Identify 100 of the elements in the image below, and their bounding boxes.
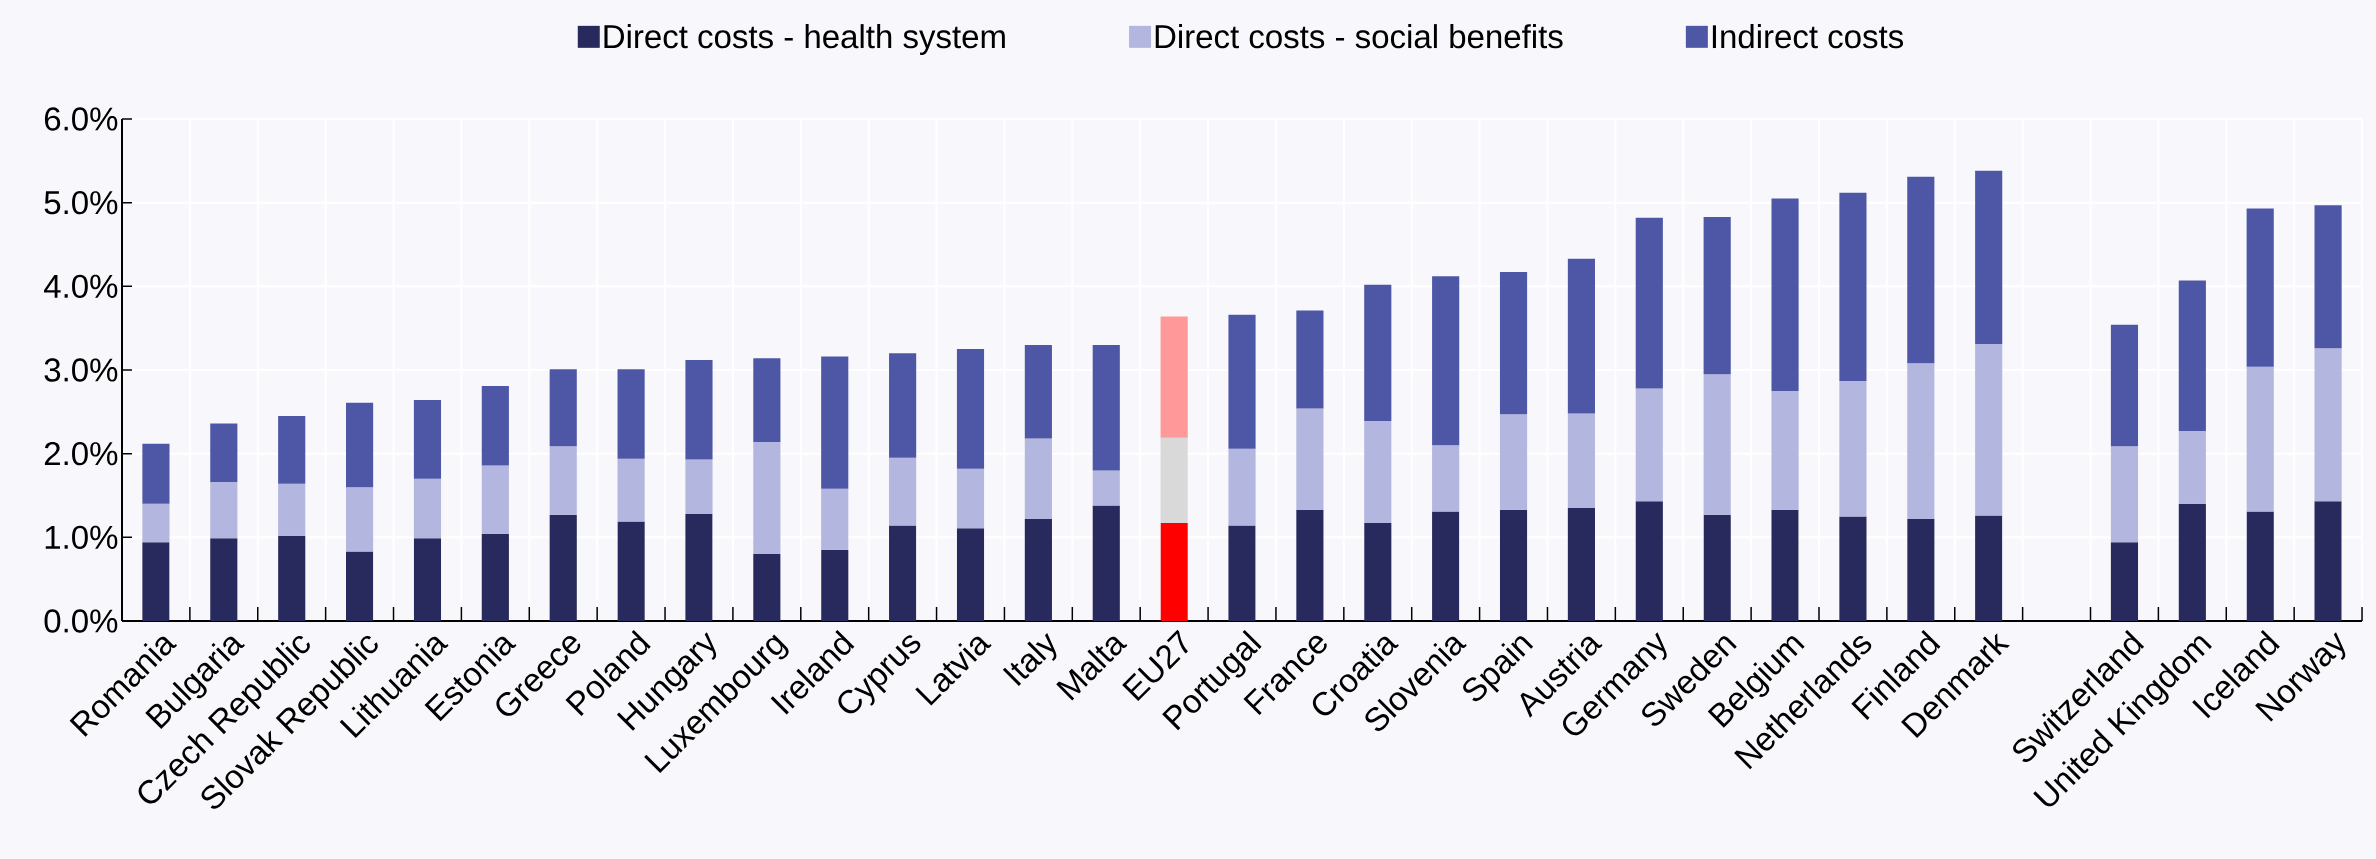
bar: [1296, 509, 1324, 621]
bar: [821, 488, 849, 550]
bar: [1024, 344, 1052, 439]
bar: [278, 483, 306, 536]
bar: [481, 385, 509, 466]
bar: [685, 359, 713, 460]
bar: [685, 513, 713, 621]
bar: [1499, 414, 1528, 510]
bar: [413, 478, 442, 539]
bar: [753, 358, 781, 442]
bar: [956, 468, 985, 529]
bar: [1296, 408, 1324, 510]
bar: [1228, 525, 1256, 621]
y-tick-label: 5.0%: [44, 190, 118, 215]
bar: [1364, 421, 1392, 524]
bar: [1771, 390, 1799, 510]
bar: [142, 443, 170, 504]
bar: [1635, 501, 1663, 621]
y-tick-label: 6.0%: [44, 107, 118, 131]
bar: [1839, 516, 1867, 621]
bar: [1364, 523, 1392, 621]
bar: [2178, 431, 2206, 504]
bar: [278, 416, 306, 484]
bar: [617, 458, 645, 522]
bar: [1499, 509, 1528, 621]
bar: [1092, 505, 1120, 621]
legend-label: Direct costs - social benefits: [1155, 24, 1563, 49]
bar: [2246, 366, 2274, 512]
bar: [956, 349, 985, 469]
bar: [346, 551, 374, 621]
bar: [413, 400, 442, 479]
bar: [1092, 344, 1120, 471]
bar: [617, 521, 645, 621]
bar: [1703, 216, 1731, 375]
bar: [1567, 413, 1595, 509]
bar: [413, 538, 442, 621]
y-tick-label: 1.0%: [45, 525, 118, 550]
bar: [549, 514, 577, 621]
bar: [210, 482, 238, 539]
bar: [617, 369, 645, 459]
bar: [1771, 198, 1799, 391]
bar: [889, 525, 917, 621]
bar: [210, 423, 238, 483]
bar: [956, 528, 985, 621]
bar: [1907, 176, 1935, 364]
bar: [1567, 508, 1595, 621]
bar: [2314, 205, 2342, 349]
bar: [1975, 344, 2003, 516]
y-tick-label: 3.0%: [44, 358, 118, 382]
bar: [685, 459, 713, 514]
bar: [889, 457, 917, 526]
bar: [142, 503, 170, 543]
bar: [1635, 217, 1663, 389]
bar: [1703, 374, 1731, 515]
bar: [2246, 208, 2274, 367]
y-tick-label: 2.0%: [44, 441, 118, 466]
bar: [1160, 316, 1188, 438]
bar: [1160, 437, 1188, 524]
bar: [1567, 258, 1595, 414]
bar: [549, 369, 577, 447]
bar: [1228, 314, 1256, 449]
bar: [1907, 363, 1935, 519]
bar: [2314, 348, 2342, 502]
bar: [142, 542, 170, 621]
bar: [278, 535, 306, 621]
bar: [2110, 324, 2139, 447]
bar: [481, 533, 509, 621]
bar: [1024, 438, 1052, 519]
bar: [753, 441, 781, 555]
bar: [1907, 518, 1935, 621]
bar: [2246, 511, 2274, 621]
bar: [549, 446, 577, 515]
bar: [1432, 511, 1460, 621]
bar: [1839, 192, 1867, 381]
bar: [753, 554, 781, 621]
bar: [2110, 446, 2139, 543]
bar: [2178, 280, 2206, 432]
bar: [821, 356, 849, 489]
bar: [481, 465, 509, 534]
y-tick-label: 0.0%: [44, 609, 118, 633]
bar: [1296, 310, 1324, 409]
bar: [346, 402, 374, 488]
bar: [1499, 272, 1528, 415]
y-tick-label: 4.0%: [44, 274, 118, 299]
legend-label: Indirect costs: [1712, 24, 1904, 49]
bar: [1839, 380, 1867, 517]
bar: [1432, 276, 1460, 446]
bar: [1160, 523, 1188, 621]
bar: [1364, 284, 1392, 422]
legend-label: Direct costs - health system: [604, 24, 1005, 55]
bar: [2314, 501, 2342, 621]
bar: [346, 487, 374, 552]
bar: [1092, 470, 1120, 506]
bar: [2178, 503, 2206, 621]
bar: [1432, 445, 1460, 512]
bar: [210, 538, 238, 621]
bar: [1635, 388, 1663, 502]
bar: [889, 353, 917, 458]
bar: [1771, 509, 1799, 621]
x-tick-label: Italy: [1002, 632, 1057, 686]
